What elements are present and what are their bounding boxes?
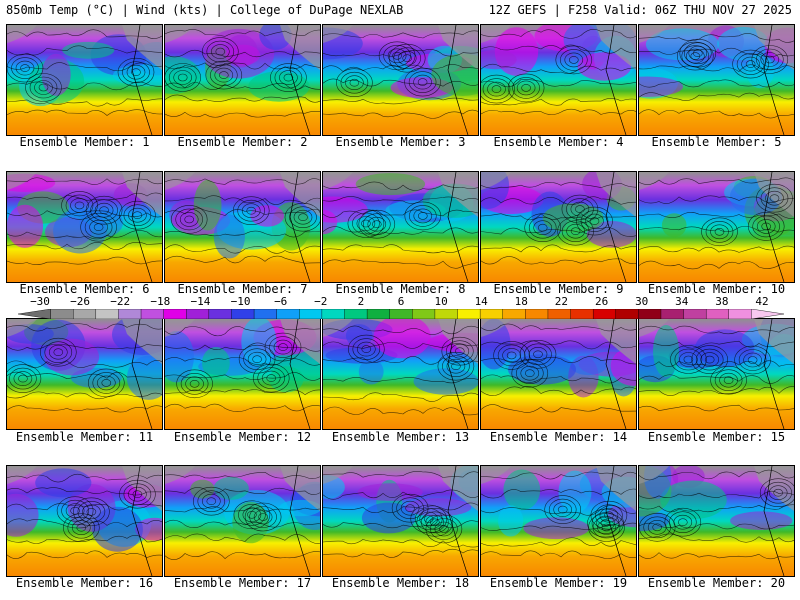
colorbar-tick-label: −30	[30, 295, 50, 308]
colorbar-swatch	[118, 309, 142, 319]
colorbar-swatch	[592, 309, 617, 319]
colorbar-swatch	[502, 309, 526, 319]
colorbar-swatch	[276, 309, 300, 319]
ensemble-member-4-map	[480, 24, 637, 136]
colorbar-tick-label: −10	[230, 295, 251, 308]
colorbar-tick-label: 6	[397, 295, 405, 308]
colorbar-swatch	[479, 309, 504, 319]
colorbar-swatch	[299, 309, 323, 319]
colorbar-tick-label: 26	[594, 295, 609, 308]
ensemble-member-10-label: Ensemble Member: 10	[647, 282, 786, 296]
ensemble-member-1-label: Ensemble Member: 1	[19, 135, 150, 149]
ensemble-member-6-label: Ensemble Member: 6	[19, 282, 150, 296]
colorbar-tick-label: −14	[190, 295, 211, 308]
colorbar-tick-label: 10	[434, 295, 448, 308]
colorbar-swatch	[683, 309, 707, 319]
colorbar-swatch	[547, 309, 572, 319]
ensemble-member-5-map	[638, 24, 795, 136]
colorbar-swatch	[18, 309, 51, 319]
colorbar-swatch	[253, 309, 278, 319]
ensemble-member-2-label: Ensemble Member: 2	[177, 135, 308, 149]
ensemble-member-4-label: Ensemble Member: 4	[493, 135, 624, 149]
colorbar-swatch	[705, 309, 730, 319]
ensemble-member-18-label: Ensemble Member: 18	[331, 576, 470, 590]
ensemble-member-5-label: Ensemble Member: 5	[651, 135, 782, 149]
ensemble-member-14-label: Ensemble Member: 14	[489, 430, 628, 444]
colorbar-swatch	[163, 309, 187, 319]
colorbar-swatch	[208, 309, 232, 319]
colorbar-tick-label: −22	[110, 295, 131, 308]
colorbar-swatch	[140, 309, 165, 319]
ensemble-member-13-map	[322, 318, 479, 430]
colorbar-swatch	[457, 309, 481, 319]
colorbar-swatch	[638, 309, 662, 319]
colorbar-tick-label: −18	[150, 295, 171, 308]
ensemble-member-11-label: Ensemble Member: 11	[15, 430, 154, 444]
ensemble-member-20-label: Ensemble Member: 20	[647, 576, 786, 590]
colorbar-tick-label: 22	[554, 295, 569, 308]
ensemble-member-14-map	[480, 318, 637, 430]
ensemble-member-8-label: Ensemble Member: 8	[335, 282, 466, 296]
ensemble-member-16-map	[6, 465, 163, 577]
model-run-info: 12Z GEFS | F258 Valid: 06Z THU NOV 27 20…	[488, 3, 792, 17]
ensemble-member-16-label: Ensemble Member: 16	[15, 576, 154, 590]
ensemble-member-2-map	[164, 24, 321, 136]
colorbar-swatch	[434, 309, 459, 319]
colorbar-tick-label: 14	[474, 295, 488, 308]
colorbar-tick-label: −26	[70, 295, 91, 308]
colorbar-tick-label: 42	[755, 295, 769, 308]
ensemble-member-12-label: Ensemble Member: 12	[173, 430, 312, 444]
colorbar-swatch	[570, 309, 594, 319]
colorbar-tick-label: 18	[514, 295, 528, 308]
ensemble-member-3-label: Ensemble Member: 3	[335, 135, 466, 149]
ensemble-member-17-label: Ensemble Member: 17	[173, 576, 312, 590]
ensemble-member-8-map	[322, 171, 479, 283]
colorbar-swatch	[389, 309, 413, 319]
colorbar-swatch	[412, 309, 436, 319]
colorbar-tick-label: −6	[274, 295, 288, 308]
colorbar-tick-label: 38	[715, 295, 729, 308]
ensemble-member-11-map	[6, 318, 163, 430]
colorbar-swatch	[73, 309, 97, 319]
ensemble-member-3-map	[322, 24, 479, 136]
ensemble-member-20-map	[638, 465, 795, 577]
colorbar-swatch	[344, 309, 368, 319]
colorbar-tick-label: 2	[357, 295, 365, 308]
ensemble-member-1-map	[6, 24, 163, 136]
colorbar-swatch	[751, 309, 784, 319]
colorbar-swatch	[615, 309, 639, 319]
colorbar-swatch	[95, 309, 119, 319]
temperature-colorbar	[18, 309, 784, 319]
ensemble-member-9-label: Ensemble Member: 9	[493, 282, 624, 296]
ensemble-member-12-map	[164, 318, 321, 430]
colorbar-swatch	[186, 309, 210, 319]
ensemble-member-19-label: Ensemble Member: 19	[489, 576, 628, 590]
colorbar-swatch	[231, 309, 255, 319]
colorbar-swatch	[321, 309, 345, 319]
ensemble-member-15-label: Ensemble Member: 15	[647, 430, 786, 444]
colorbar-swatch	[660, 309, 685, 319]
colorbar-tick-label: 34	[675, 295, 689, 308]
colorbar-swatch	[525, 309, 549, 319]
ensemble-member-9-map	[480, 171, 637, 283]
colorbar-swatch	[50, 309, 74, 319]
ensemble-member-7-map	[164, 171, 321, 283]
colorbar-tick-label: 30	[635, 295, 649, 308]
colorbar-swatch	[728, 309, 752, 319]
ensemble-member-15-map	[638, 318, 795, 430]
colorbar-tick-label: −2	[314, 295, 328, 308]
ensemble-member-10-map	[638, 171, 795, 283]
ensemble-member-7-label: Ensemble Member: 7	[177, 282, 308, 296]
ensemble-member-13-label: Ensemble Member: 13	[331, 430, 470, 444]
ensemble-member-6-map	[6, 171, 163, 283]
ensemble-member-18-map	[322, 465, 479, 577]
map-title: 850mb Temp (°C) | Wind (kts) | College o…	[6, 3, 404, 17]
ensemble-member-19-map	[480, 465, 637, 577]
colorbar-swatch	[366, 309, 391, 319]
ensemble-member-17-map	[164, 465, 321, 577]
